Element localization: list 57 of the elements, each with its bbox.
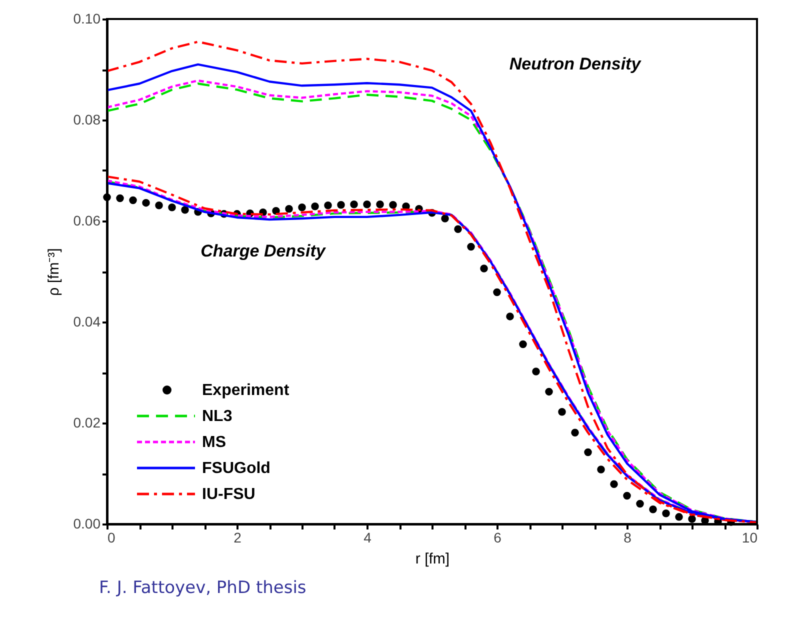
point — [506, 312, 514, 320]
point — [116, 194, 124, 202]
point — [389, 200, 397, 209]
point — [662, 510, 670, 518]
point — [636, 500, 644, 508]
legend-label: Experiment — [202, 382, 290, 399]
point — [142, 198, 150, 207]
legend-label: IU-FSU — [202, 486, 256, 503]
point — [558, 408, 566, 416]
y-tick-label: 0.04 — [73, 314, 101, 330]
legend-label: FSUGold — [202, 460, 270, 477]
point — [311, 202, 319, 210]
point — [545, 388, 553, 396]
x-tick-label: 2 — [234, 530, 242, 546]
legend-label: MS — [202, 434, 226, 451]
point — [480, 264, 488, 272]
point — [597, 466, 605, 474]
x-axis-title: r [fm] — [415, 550, 450, 568]
point — [584, 448, 592, 456]
x-tick-label: 4 — [364, 530, 372, 546]
point — [649, 505, 657, 514]
y-tick-label: 0.10 — [73, 10, 101, 26]
text: F. J. Fattoyev, PhD thesis — [99, 578, 306, 598]
point — [337, 200, 345, 209]
point — [285, 205, 293, 213]
point — [610, 480, 618, 488]
x-tick-label: 0 — [108, 530, 116, 546]
x-tick-label: 10 — [742, 530, 758, 546]
point — [350, 200, 358, 208]
y-tick-label: 0.00 — [73, 516, 101, 532]
x-tick-label: 8 — [624, 530, 632, 546]
point — [363, 200, 371, 208]
point — [623, 492, 631, 500]
point — [324, 201, 332, 210]
point — [376, 200, 384, 208]
point — [441, 214, 449, 222]
point — [168, 204, 176, 212]
point — [467, 242, 475, 251]
point — [155, 201, 163, 210]
x-tick-label: 6 — [494, 530, 502, 546]
point — [493, 288, 501, 296]
point — [129, 196, 137, 204]
point — [298, 204, 306, 212]
point — [675, 513, 683, 521]
point — [181, 206, 189, 214]
point — [519, 340, 527, 348]
y-axis-title: ρ [fm⁻³] — [45, 248, 62, 296]
point — [532, 368, 540, 376]
y-tick-label: 0.02 — [73, 414, 101, 430]
y-tick-label: 0.08 — [73, 112, 101, 128]
annotation: Neutron Density — [509, 54, 642, 74]
point — [454, 225, 462, 233]
point — [688, 515, 696, 523]
legend-label: NL3 — [202, 408, 232, 425]
y-tick-label: 0.06 — [73, 212, 101, 228]
annotation: Charge Density — [200, 241, 327, 260]
point — [571, 428, 579, 436]
